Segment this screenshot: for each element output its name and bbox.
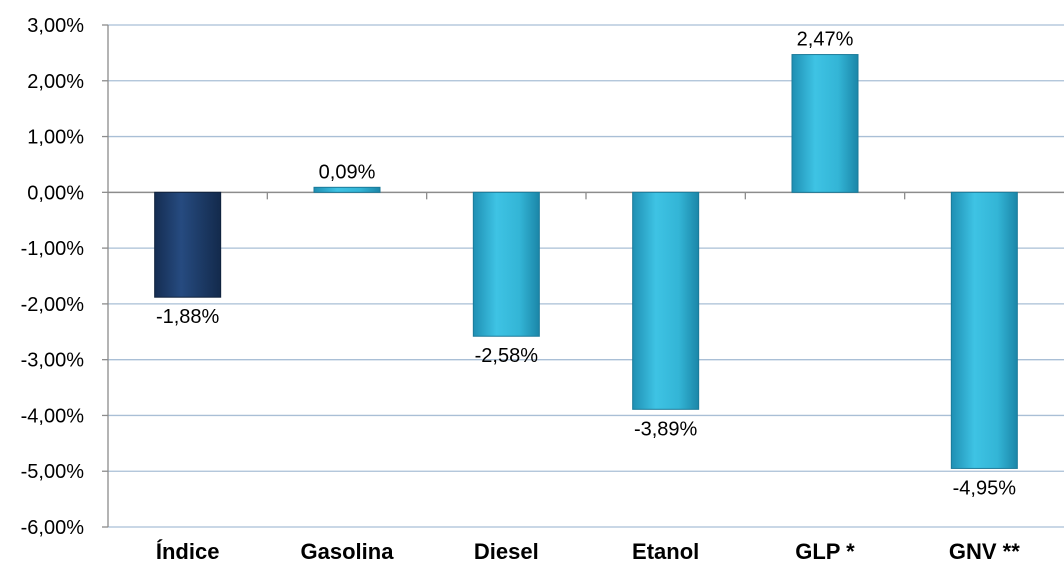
bar-glp <box>791 54 859 193</box>
y-tick-label: -2,00% <box>21 294 85 316</box>
data-label: -2,58% <box>475 345 539 367</box>
bar-etanol <box>632 191 700 410</box>
axes <box>102 24 1064 528</box>
x-category-label: Etanol <box>632 539 699 564</box>
data-label: 0,09% <box>319 161 376 183</box>
y-tick-label: 2,00% <box>27 71 84 93</box>
bars <box>154 54 1018 469</box>
data-label: -4,95% <box>953 477 1017 499</box>
gridlines <box>108 24 1064 528</box>
y-tick-label: 1,00% <box>27 127 84 149</box>
bar--ndice <box>154 191 222 298</box>
y-tick-label: -4,00% <box>21 405 85 427</box>
y-tick-label: 3,00% <box>27 15 84 37</box>
x-category-label: GLP * <box>795 539 855 564</box>
data-label: 2,47% <box>797 29 854 51</box>
data-label: -1,88% <box>156 306 220 328</box>
labels: 3,00% 2,00% 1,00% 0,00% -1,00% -2,00% -3,00% -4… <box>21 15 1021 564</box>
x-category-label: Gasolina <box>301 539 395 564</box>
y-tick-label: -5,00% <box>21 461 85 483</box>
y-tick-label: -1,00% <box>21 238 85 260</box>
y-tick-label: -6,00% <box>21 517 85 539</box>
x-category-label: Índice <box>156 539 220 564</box>
x-category-label: Diesel <box>474 539 539 564</box>
x-category-label: GNV ** <box>949 539 1020 564</box>
bar-gasolina <box>313 186 381 193</box>
bar-gnv <box>950 191 1018 469</box>
bar-diesel <box>472 191 540 337</box>
y-tick-label: -3,00% <box>21 350 85 372</box>
y-tick-label: 0,00% <box>27 182 84 204</box>
data-label: -3,89% <box>634 418 698 440</box>
